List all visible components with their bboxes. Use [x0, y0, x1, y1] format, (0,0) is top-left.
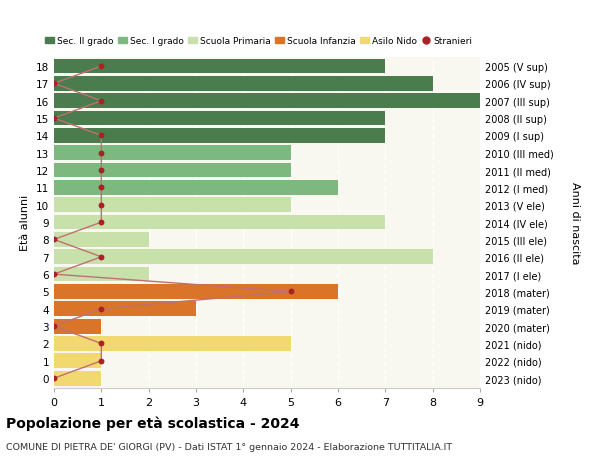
Bar	[54, 371, 101, 386]
Bar	[54, 94, 480, 109]
Bar	[54, 198, 290, 213]
Y-axis label: Anni di nascita: Anni di nascita	[570, 181, 580, 264]
Point	[97, 167, 106, 174]
Y-axis label: Età alunni: Età alunni	[20, 195, 31, 251]
Point	[49, 115, 59, 123]
Bar	[54, 215, 385, 230]
Point	[97, 98, 106, 105]
Bar	[54, 336, 290, 351]
Bar	[54, 129, 385, 144]
Bar	[54, 285, 338, 299]
Point	[49, 375, 59, 382]
Point	[97, 133, 106, 140]
Point	[97, 63, 106, 71]
Bar	[54, 233, 149, 247]
Point	[97, 253, 106, 261]
Bar	[54, 181, 338, 196]
Text: COMUNE DI PIETRA DE' GIORGI (PV) - Dati ISTAT 1° gennaio 2024 - Elaborazione TUT: COMUNE DI PIETRA DE' GIORGI (PV) - Dati …	[6, 442, 452, 451]
Point	[97, 219, 106, 226]
Bar	[54, 267, 149, 282]
Point	[97, 185, 106, 192]
Point	[49, 271, 59, 278]
Legend: Sec. II grado, Sec. I grado, Scuola Primaria, Scuola Infanzia, Asilo Nido, Stran: Sec. II grado, Sec. I grado, Scuola Prim…	[41, 34, 475, 50]
Text: Popolazione per età scolastica - 2024: Popolazione per età scolastica - 2024	[6, 415, 299, 430]
Point	[97, 340, 106, 347]
Bar	[54, 250, 433, 264]
Point	[97, 150, 106, 157]
Point	[97, 202, 106, 209]
Point	[97, 305, 106, 313]
Bar	[54, 302, 196, 317]
Bar	[54, 354, 101, 369]
Bar	[54, 112, 385, 126]
Point	[49, 80, 59, 88]
Bar	[54, 60, 385, 74]
Point	[97, 358, 106, 365]
Bar	[54, 146, 290, 161]
Bar	[54, 163, 290, 178]
Bar	[54, 319, 101, 334]
Point	[49, 236, 59, 244]
Bar	[54, 77, 433, 91]
Point	[286, 288, 295, 296]
Point	[49, 323, 59, 330]
